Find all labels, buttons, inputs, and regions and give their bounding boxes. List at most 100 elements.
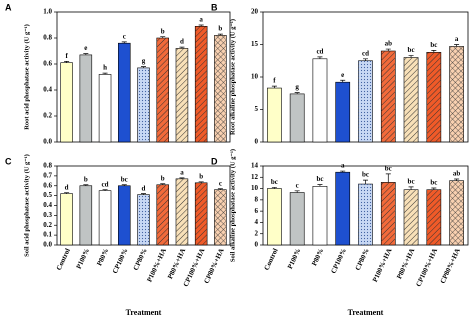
y-tick-label: 0.4 [43, 86, 52, 94]
bar-pattern [403, 57, 419, 142]
significance-letter: a [199, 16, 203, 24]
x-tick-label: CP100% [111, 247, 130, 275]
bar [312, 186, 328, 246]
significance-letter: e [341, 71, 344, 79]
bar-pattern [156, 38, 169, 142]
bar-pattern [195, 182, 208, 245]
significance-letter: bc [362, 171, 369, 179]
error-bar [198, 24, 204, 27]
significance-letter: bc [430, 41, 437, 49]
y-tick-label: 0 [255, 241, 259, 249]
significance-letter: d [180, 38, 184, 46]
significance-letter: d [142, 184, 146, 192]
x-tick-label: CP80%+HA [439, 247, 462, 285]
significance-letter: c [219, 179, 222, 187]
error-bar [271, 187, 277, 189]
error-bar [121, 184, 127, 186]
bar-pattern [214, 189, 227, 245]
significance-letter: ab [453, 170, 461, 178]
error-bar [83, 53, 89, 55]
y-tick-label: 20 [251, 8, 259, 16]
significance-letter: g [295, 83, 299, 91]
significance-letter: bc [408, 177, 415, 185]
error-bar [363, 179, 368, 185]
x-tick-label: Control [263, 247, 280, 271]
y-tick-label: 0.3 [43, 211, 52, 219]
bar-pattern [175, 178, 188, 245]
panel-label: B [211, 2, 218, 12]
error-bar [160, 36, 166, 38]
y-tick-label: 0.2 [43, 112, 52, 120]
error-bar [294, 92, 300, 94]
y-tick-label: 10 [251, 73, 259, 81]
x-axis-title: Treatment [348, 308, 384, 317]
x-tick-label: CP80%+HA [202, 247, 225, 285]
y-tick-label: 2 [255, 229, 259, 237]
y-tick-label: 0.8 [43, 34, 52, 42]
error-bar [102, 189, 108, 191]
significance-letter: c [296, 181, 299, 189]
bar [289, 192, 305, 246]
significance-letter: cd [316, 47, 323, 55]
error-bar [431, 187, 437, 190]
bar [79, 54, 93, 143]
significance-letter: a [455, 35, 459, 43]
x-tick-label: P80% [95, 247, 110, 267]
error-bar [141, 66, 146, 68]
bar [60, 193, 73, 246]
significance-letter: d [65, 183, 69, 191]
bar-pattern [195, 26, 208, 142]
significance-letter: bc [271, 178, 278, 186]
bar [98, 190, 112, 246]
bar-pattern [358, 60, 373, 142]
error-bar [317, 56, 323, 59]
error-bar [408, 55, 414, 58]
y-axis-title: Root acid phosphatase activity (U g⁻¹) [23, 24, 30, 130]
significance-letter: f [65, 52, 68, 60]
significance-letter: ab [385, 40, 393, 48]
x-tick-label: P80%+HA [166, 247, 187, 280]
bar-pattern [403, 189, 419, 245]
x-tick-label: P80%+HA [395, 247, 416, 280]
bar [312, 58, 328, 143]
x-tick-label: CP100% [329, 247, 348, 275]
y-tick-label: 0.1 [43, 231, 52, 239]
y-tick-label: 0 [255, 138, 259, 146]
bar-pattern [358, 184, 373, 245]
bar-pattern [137, 194, 150, 245]
x-tick-label: Control [55, 247, 72, 271]
bar [98, 74, 112, 143]
error-bar [271, 85, 277, 89]
bar [267, 188, 282, 246]
x-tick-label: CP100%+HA [414, 247, 439, 288]
x-tick-label: P100% [75, 247, 91, 270]
significance-letter: cd [102, 180, 109, 188]
error-bar [431, 50, 437, 53]
y-axis-title: Root alkaline phosphatase activity (U g⁻… [229, 19, 236, 135]
error-bar [408, 186, 414, 190]
bar-pattern [137, 67, 150, 142]
bar [79, 185, 93, 246]
y-tick-label: 0.6 [43, 181, 52, 189]
y-tick-label: 6 [255, 207, 259, 215]
error-bar [121, 41, 127, 44]
bar-pattern [381, 182, 396, 245]
error-bar [317, 184, 323, 187]
x-tick-label: P100%+HA [145, 247, 168, 283]
bar-pattern [175, 48, 188, 142]
error-bar [294, 190, 300, 193]
y-tick-label: 1.0 [43, 8, 52, 16]
y-axis-title: Soil acid phosphatase activity (U g⁻¹) [23, 154, 30, 257]
bar-pattern [214, 35, 227, 142]
bar-pattern [156, 184, 169, 245]
y-tick-label: 14 [251, 162, 259, 170]
error-bar [340, 170, 346, 173]
significance-letter: f [273, 77, 276, 85]
y-tick-label: 0.0 [43, 241, 52, 249]
x-tick-label: CP80% [354, 247, 371, 272]
error-bar [102, 72, 108, 75]
significance-letter: b [161, 27, 165, 35]
bar [289, 93, 305, 143]
x-tick-label: P100%+HA [371, 247, 394, 283]
y-tick-label: 4 [255, 218, 259, 226]
